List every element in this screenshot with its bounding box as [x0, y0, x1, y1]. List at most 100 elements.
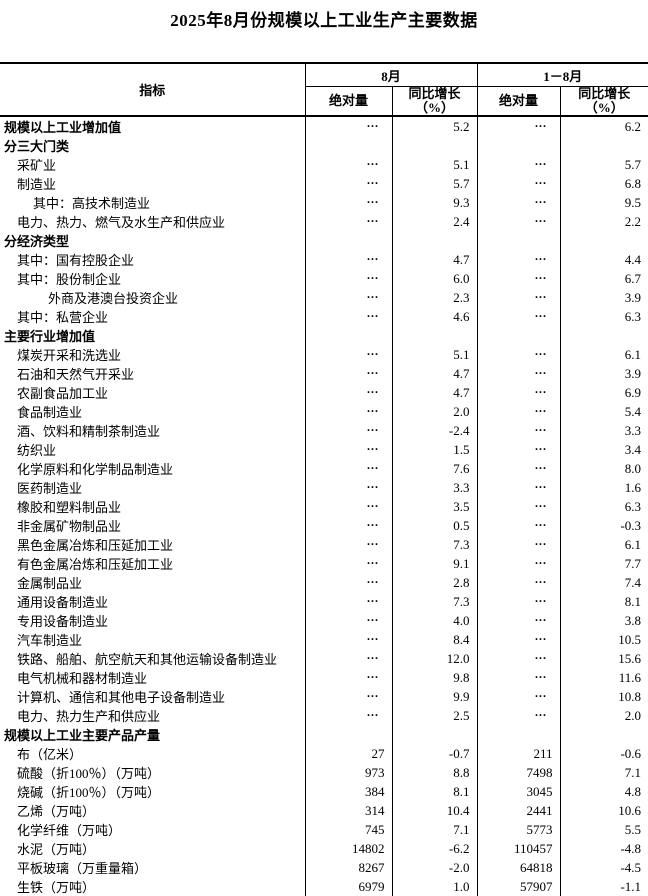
- august-absolute-cell: ···: [304, 668, 392, 687]
- cum-absolute-cell: ···: [476, 611, 561, 630]
- indicator-cell: 分经济类型: [4, 234, 70, 249]
- cum-yoy-cell: 6.2: [559, 116, 648, 136]
- indicator-cell: 规模以上工业主要产品产量: [4, 728, 161, 743]
- table-row: 分三大门类: [0, 136, 648, 155]
- cum-yoy-cell: 11.6: [559, 668, 648, 687]
- cum-absolute-cell: ···: [476, 516, 561, 535]
- indicator-cell: 农副食品加工业: [17, 386, 109, 401]
- august-yoy-cell: 2.8: [391, 573, 478, 592]
- table-row: 电力、热力、燃气及水生产和供应业 ··· 2.4 ··· 2.2: [0, 212, 648, 231]
- cum-yoy-cell: 8.0: [559, 459, 648, 478]
- col-header-absolute-aug: 绝对量: [304, 86, 392, 117]
- indicator-cell: 主要行业增加值: [4, 329, 96, 344]
- august-absolute-cell: ···: [304, 478, 392, 497]
- cum-absolute-cell: [476, 136, 561, 155]
- yoy-unit: （%）: [415, 100, 455, 115]
- cum-yoy-cell: 5.4: [559, 402, 648, 421]
- cum-absolute-cell: ···: [476, 269, 561, 288]
- cum-absolute-cell: ···: [476, 288, 561, 307]
- col-header-absolute-cum: 绝对量: [476, 86, 561, 117]
- table-row: 布（亿米） 27 -0.7 211 -0.6: [0, 744, 648, 763]
- cum-absolute-cell: [476, 326, 561, 345]
- col-header-yoy-growth-aug: 同比增长 （%）: [391, 86, 478, 117]
- table-row: 其中：高技术制造业 ··· 9.3 ··· 9.5: [0, 193, 648, 212]
- indicator-cell: 布（亿米）: [17, 747, 83, 762]
- august-yoy-cell: 9.1: [391, 554, 478, 573]
- cum-absolute-cell: ···: [476, 193, 561, 212]
- cum-absolute-cell: ···: [476, 345, 561, 364]
- august-absolute-cell: 384: [304, 782, 392, 801]
- cum-yoy-cell: 5.5: [559, 820, 648, 839]
- table-row: 纺织业 ··· 1.5 ··· 3.4: [0, 440, 648, 459]
- cum-absolute-cell: ···: [476, 383, 561, 402]
- august-yoy-cell: 4.7: [391, 383, 478, 402]
- cum-absolute-cell: ···: [476, 440, 561, 459]
- indicator-cell: 有色金属冶炼和压延加工业: [17, 557, 174, 572]
- august-yoy-cell: 8.4: [391, 630, 478, 649]
- col-header-indicator: 指标: [0, 63, 305, 117]
- cum-yoy-cell: -4.5: [559, 858, 648, 877]
- august-yoy-cell: 0.5: [391, 516, 478, 535]
- cum-absolute-cell: [476, 231, 561, 250]
- august-absolute-cell: ···: [304, 497, 392, 516]
- cum-yoy-cell: 4.4: [559, 250, 648, 269]
- august-yoy-cell: 2.0: [391, 402, 478, 421]
- table-row: 采矿业 ··· 5.1 ··· 5.7: [0, 155, 648, 174]
- table-row: 水泥（万吨） 14802 -6.2 110457 -4.8: [0, 839, 648, 858]
- indicator-cell: 橡胶和塑料制品业: [17, 500, 122, 515]
- header-row-groups: 指标 8月 1－8月: [0, 63, 648, 117]
- table-row: 煤炭开采和洗选业 ··· 5.1 ··· 6.1: [0, 345, 648, 364]
- cum-yoy-cell: 3.3: [559, 421, 648, 440]
- table-row: 硫酸（折100％）（万吨） 973 8.8 7498 7.1: [0, 763, 648, 782]
- cum-absolute-cell: ···: [476, 402, 561, 421]
- august-absolute-cell: ···: [304, 592, 392, 611]
- august-absolute-cell: ···: [304, 649, 392, 668]
- cum-yoy-cell: 9.5: [559, 193, 648, 212]
- cum-absolute-cell: ···: [476, 212, 561, 231]
- august-yoy-cell: 7.1: [391, 820, 478, 839]
- table-row: 乙烯（万吨） 314 10.4 2441 10.6: [0, 801, 648, 820]
- august-absolute-cell: ···: [304, 269, 392, 288]
- cum-absolute-cell: ···: [476, 174, 561, 193]
- cum-yoy-cell: 8.1: [559, 592, 648, 611]
- august-absolute-cell: ···: [304, 116, 392, 136]
- absolute-label: 绝对量: [499, 93, 539, 108]
- cum-yoy-cell: 7.1: [559, 763, 648, 782]
- august-yoy-cell: 9.3: [391, 193, 478, 212]
- cum-yoy-cell: 6.3: [559, 497, 648, 516]
- august-yoy-cell: [391, 136, 478, 155]
- cum-yoy-cell: 7.7: [559, 554, 648, 573]
- august-yoy-cell: 7.3: [391, 535, 478, 554]
- table-row: 农副食品加工业 ··· 4.7 ··· 6.9: [0, 383, 648, 402]
- august-yoy-cell: -2.4: [391, 421, 478, 440]
- cum-absolute-cell: ···: [476, 592, 561, 611]
- cum-absolute-cell: ···: [476, 554, 561, 573]
- august-absolute-cell: ···: [304, 174, 392, 193]
- august-yoy-cell: 4.0: [391, 611, 478, 630]
- cum-absolute-cell: ···: [476, 497, 561, 516]
- august-yoy-cell: 7.3: [391, 592, 478, 611]
- cum-absolute-cell: ···: [476, 459, 561, 478]
- col-header-yoy-growth-cum: 同比增长 （%）: [559, 86, 648, 117]
- indicator-cell: 汽车制造业: [17, 633, 83, 648]
- august-absolute-cell: ···: [304, 402, 392, 421]
- col-header-august: 8月: [304, 63, 478, 87]
- august-yoy-cell: 2.4: [391, 212, 478, 231]
- indicator-cell: 食品制造业: [17, 405, 83, 420]
- cum-yoy-cell: 15.6: [559, 649, 648, 668]
- indicator-cell: 电力、热力、燃气及水生产和供应业: [17, 215, 226, 230]
- absolute-label: 绝对量: [328, 93, 368, 108]
- august-yoy-cell: [391, 231, 478, 250]
- cum-absolute-cell: 110457: [476, 839, 561, 858]
- indicator-cell: 采矿业: [17, 158, 57, 173]
- cum-absolute-cell: ···: [476, 535, 561, 554]
- table-row: 电力、热力生产和供应业 ··· 2.5 ··· 2.0: [0, 706, 648, 725]
- indicator-cell: 铁路、船舶、航空航天和其他运输设备制造业: [17, 652, 278, 667]
- indicator-cell: 通用设备制造业: [17, 595, 109, 610]
- august-absolute-cell: 6979: [304, 877, 392, 896]
- cum-yoy-cell: 6.1: [559, 535, 648, 554]
- august-yoy-cell: 1.5: [391, 440, 478, 459]
- august-yoy-cell: 9.9: [391, 687, 478, 706]
- table-row: 烧碱（折100％）（万吨） 384 8.1 3045 4.8: [0, 782, 648, 801]
- cum-absolute-cell: ···: [476, 706, 561, 725]
